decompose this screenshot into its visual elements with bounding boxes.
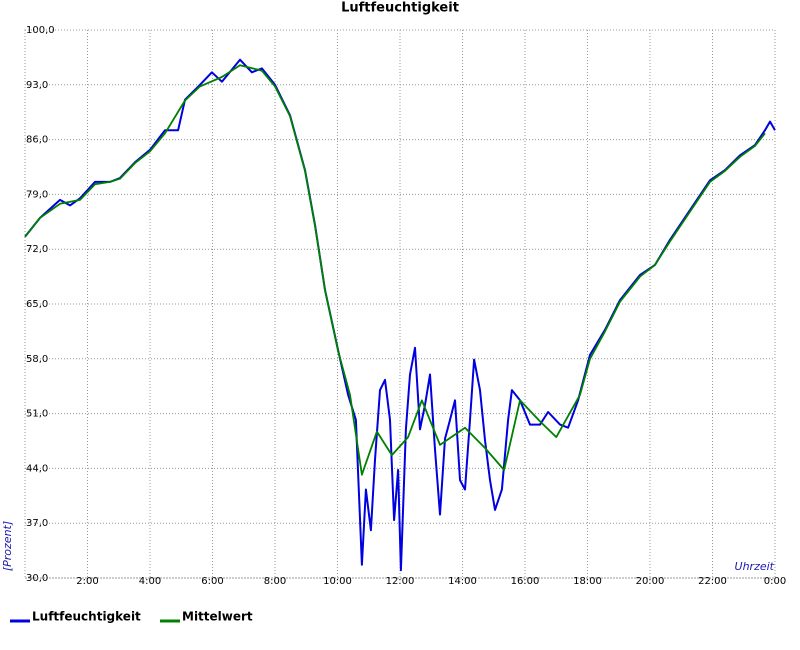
y-axis-label: [Prozent] [1, 521, 14, 571]
x-tick-label: 8:00 [264, 576, 286, 587]
chart-title: Luftfeuchtigkeit [341, 1, 459, 16]
legend-label: Mittelwert [182, 610, 253, 624]
x-tick-label: 14:00 [448, 576, 477, 587]
x-tick-label: 0:00 [764, 576, 786, 587]
x-axis-label: Uhrzeit [735, 560, 775, 573]
x-tick-label: 6:00 [201, 576, 223, 587]
x-tick-label: 4:00 [139, 576, 161, 587]
data-line [24, 64, 766, 476]
x-tick-label: 2:00 [76, 576, 98, 587]
x-tick-label: 18:00 [573, 576, 602, 587]
x-tick-label: 20:00 [636, 576, 665, 587]
x-tick-label: 12:00 [386, 576, 415, 587]
x-tick-label: 22:00 [698, 576, 727, 587]
data-line [24, 58, 776, 572]
x-tick-label: 16:00 [511, 576, 540, 587]
legend-label: Luftfeuchtigkeit [32, 610, 141, 624]
x-tick-label: 10:00 [323, 576, 352, 587]
